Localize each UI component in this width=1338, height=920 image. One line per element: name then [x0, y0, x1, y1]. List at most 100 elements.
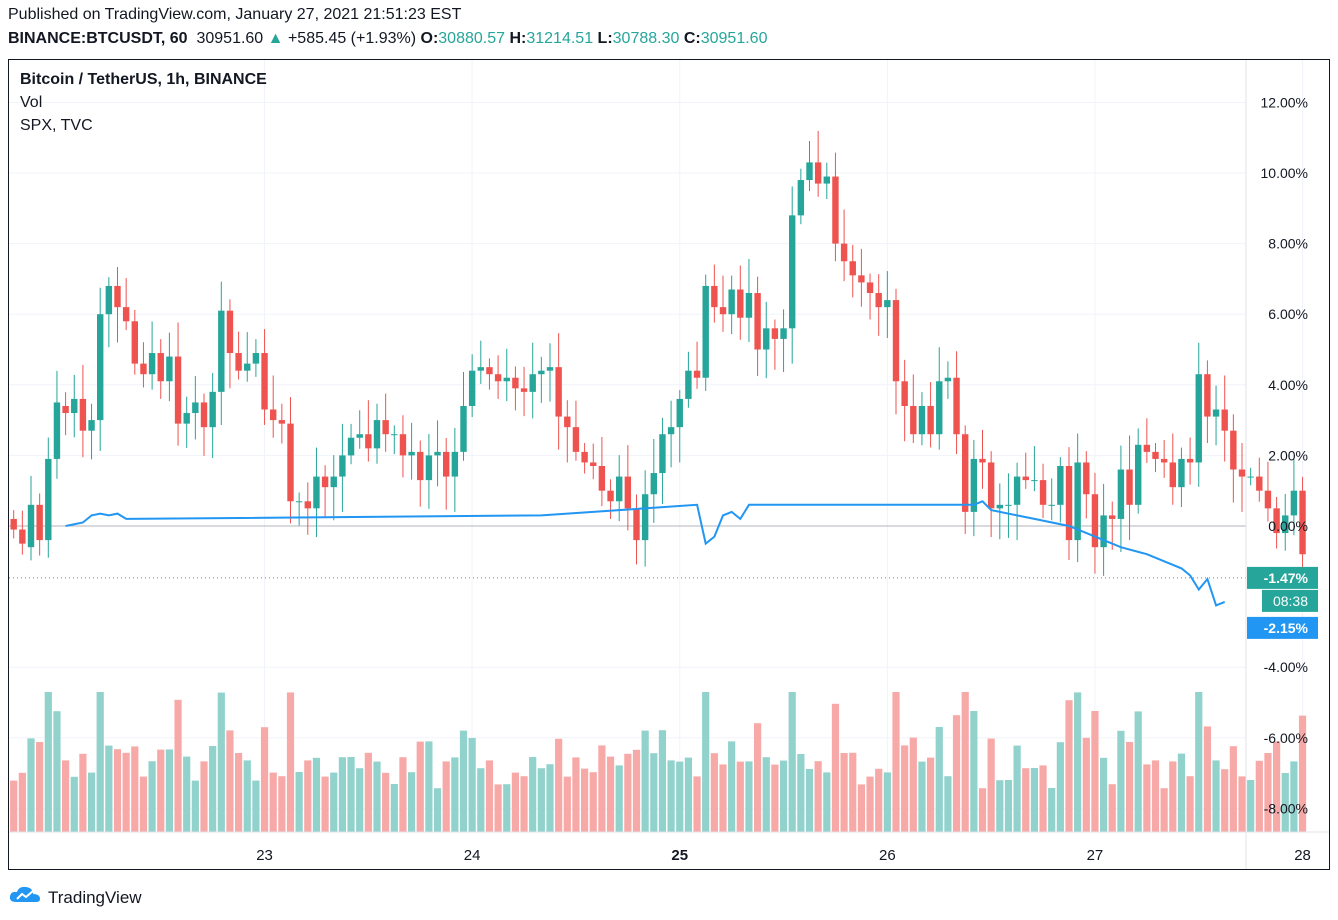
candle-body — [399, 434, 407, 456]
volume-bar — [511, 772, 519, 832]
y-tick-label: 0.00% — [1268, 518, 1308, 534]
volume-bar — [347, 757, 355, 832]
candle-body — [711, 285, 718, 308]
candle-body — [1264, 490, 1272, 509]
y-tick-label: 12.00% — [1261, 94, 1308, 110]
x-tick-label: 26 — [879, 847, 896, 864]
candle-body — [1204, 374, 1211, 417]
volume-bar — [1238, 776, 1246, 832]
candle-body — [667, 427, 675, 435]
candle-body — [53, 402, 61, 459]
chart-frame — [8, 59, 1330, 870]
volume-bar — [295, 772, 303, 832]
symbol-label: BINANCE:BTCUSDT, 60 — [8, 30, 188, 47]
volume-bar — [217, 692, 225, 832]
volume-bar — [451, 757, 459, 832]
countdown-badge — [1262, 589, 1318, 612]
volume-bar — [1195, 692, 1203, 832]
volume-bar — [589, 772, 597, 832]
candle-body — [494, 374, 502, 382]
candle-body — [840, 243, 848, 262]
volume-bar — [788, 692, 796, 832]
volume-bar — [1117, 730, 1125, 832]
volume-bar — [944, 776, 952, 832]
candle-body — [330, 476, 337, 488]
volume-bar — [139, 776, 148, 832]
candle-body — [529, 374, 536, 392]
candle-body — [520, 388, 528, 392]
volume-bar — [260, 727, 269, 832]
volume-bar — [563, 776, 571, 832]
volume-bar — [304, 760, 312, 832]
candle-body — [641, 494, 649, 541]
candle-body — [365, 434, 372, 449]
candle-body — [581, 451, 588, 463]
volume-bar — [1100, 757, 1108, 832]
candle-body — [1273, 508, 1280, 534]
legend-compare-spx[interactable]: SPX, TVC — [20, 117, 93, 134]
candle-body — [157, 353, 164, 382]
symbol-info-line: BINANCE:BTCUSDT, 60 30951.60 ▲ +585.45 (… — [8, 30, 767, 48]
volume-bar — [1048, 788, 1056, 832]
candle-body — [572, 427, 580, 452]
candle-body — [270, 409, 277, 421]
candle-body — [443, 451, 450, 477]
volume-bar — [1281, 773, 1289, 832]
candle-body — [45, 458, 52, 541]
up-triangle-icon: ▲ — [267, 30, 284, 47]
last-price-badge — [1247, 566, 1318, 589]
candle-body — [27, 504, 35, 548]
candle-body — [979, 458, 986, 463]
candle-body — [1083, 462, 1090, 495]
volume-bar — [382, 772, 390, 832]
candle-body — [105, 285, 113, 315]
volume-bar — [356, 768, 364, 832]
candle-body — [200, 402, 208, 428]
candle-body — [685, 370, 692, 399]
candle-body — [719, 307, 727, 315]
volume-bar — [131, 746, 139, 832]
candle-body — [417, 451, 424, 481]
candle-body — [1152, 451, 1159, 459]
volume-bar — [702, 692, 710, 832]
candle-body — [1212, 409, 1220, 417]
candle-body — [616, 476, 623, 502]
volume-bar — [269, 772, 277, 832]
volume-bar — [243, 760, 251, 832]
x-tick-label: 23 — [256, 847, 273, 864]
volume-bar — [183, 756, 191, 832]
open-value: 30880.57 — [438, 30, 506, 47]
candle-body — [468, 370, 476, 406]
y-tick-label: 8.00% — [1268, 236, 1308, 252]
volume-bar — [1108, 784, 1116, 832]
candle-body — [771, 328, 779, 339]
volume-bar — [615, 765, 623, 832]
candle-body — [780, 328, 787, 339]
volume-bar — [226, 730, 234, 832]
candles — [10, 130, 1306, 577]
volume-bar — [537, 768, 545, 832]
volume-bar — [425, 741, 433, 832]
volume-bar — [1091, 711, 1099, 832]
candle-body — [347, 437, 355, 456]
price-chart[interactable]: 12.00% 10.00% 8.00% 6.00% 4.00% 2.00% 0.00% -4.… — [0, 0, 1338, 880]
candle-body — [460, 405, 467, 452]
volume-bar — [996, 780, 1004, 832]
candle-body — [1074, 462, 1081, 541]
open-label: O: — [420, 30, 439, 47]
volume-bar — [209, 746, 217, 832]
published-line: Published on TradingView.com, January 27… — [8, 6, 462, 23]
tradingview-logo[interactable]: TradingView — [8, 884, 142, 911]
grid — [9, 60, 1304, 832]
legend-main-series[interactable]: Bitcoin / TetherUS, 1h, BINANCE — [20, 71, 267, 88]
candle-body — [1109, 515, 1116, 519]
legend-volume[interactable]: Vol — [20, 94, 43, 111]
volume-bar — [719, 764, 727, 832]
y-tick-label: 4.00% — [1268, 377, 1308, 393]
candle-body — [1221, 409, 1228, 431]
candle-body — [754, 293, 761, 350]
candle-body — [1143, 444, 1151, 452]
candle-body — [278, 420, 286, 424]
volume-bar — [1221, 769, 1229, 832]
candle-body — [10, 518, 17, 530]
